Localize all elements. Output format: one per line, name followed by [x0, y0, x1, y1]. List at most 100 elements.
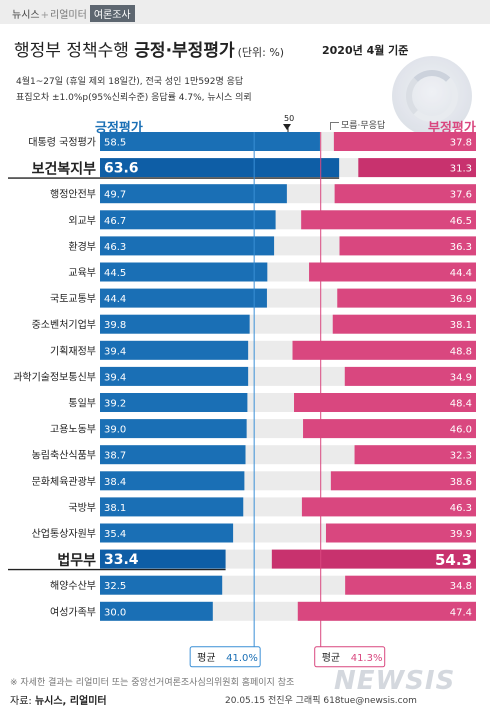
survey-note-line2: 표집오차 ±1.0%p(95%신뢰수준) 응답률 4.7%, 뉴시스 의뢰 [16, 93, 252, 103]
source-label: 자료: [10, 696, 35, 707]
negative-bar-5 [309, 262, 476, 282]
survey-note-line1: 4월1~27일 (휴일 제외 18일간), 전국 성인 1만592명 응답 [16, 77, 244, 87]
title-unit: (단위: %) [237, 46, 285, 59]
positive-bar-0 [100, 132, 320, 151]
category-label-3: 외교부 [68, 215, 96, 227]
positive-bar-6 [100, 288, 267, 308]
source-value: 뉴시스, 리얼미터 [34, 696, 107, 707]
positive-average-value: 41.0% [226, 653, 258, 664]
negative-value-2: 37.6 [450, 190, 472, 201]
positive-value-7: 39.8 [104, 320, 126, 331]
positive-value-6: 44.4 [104, 294, 126, 305]
category-label-8: 기획재정부 [50, 345, 96, 357]
negative-value-3: 46.5 [450, 216, 472, 227]
negative-value-6: 36.9 [450, 294, 472, 305]
category-label-17: 해양수산부 [50, 579, 96, 592]
negative-average-label: 평균 [322, 652, 340, 664]
positive-average-box [189, 646, 261, 668]
brand: 뉴시스+리얼미터 여론조사 [12, 5, 135, 22]
positive-bar-5 [100, 262, 268, 282]
brand-separator: + [40, 10, 49, 21]
positive-value-3: 46.7 [104, 216, 126, 227]
negative-bar-6 [337, 288, 476, 308]
government-emblem-icon [392, 56, 472, 136]
category-label-7: 중소벤처기업부 [32, 318, 96, 331]
category-label-11: 고용노동부 [50, 424, 96, 436]
category-label-15: 산업통상자원부 [32, 527, 96, 540]
category-label-4: 환경부 [68, 240, 96, 253]
negative-bar-11 [303, 419, 476, 439]
category-label-6: 국토교통부 [50, 293, 96, 305]
category-label-12: 농림축산식품부 [32, 450, 96, 462]
title-strong: 긍정·부정평가 [134, 41, 235, 61]
positive-value-13: 38.4 [104, 477, 126, 488]
positive-bar-14 [100, 497, 244, 517]
negative-bar-18 [297, 601, 476, 621]
positive-value-14: 38.1 [104, 503, 126, 514]
negative-average-box [314, 646, 386, 668]
positive-bar-10 [100, 393, 248, 412]
positive-bar-4 [100, 236, 275, 256]
negative-value-5: 44.4 [450, 268, 472, 279]
negative-bar-10 [294, 393, 476, 412]
negative-bar-2 [334, 184, 476, 204]
negative-bar-15 [325, 523, 476, 543]
category-label-18: 여성가족부 [50, 606, 96, 618]
positive-value-17: 32.5 [104, 581, 126, 592]
survey-note: 4월1~27일 (휴일 제외 18일간), 전국 성인 1만592명 응답 표집… [16, 74, 252, 106]
positive-value-15: 35.4 [104, 529, 126, 540]
positive-average-label: 평균 [197, 652, 215, 664]
negative-bar-16 [271, 549, 476, 569]
top-bar: 뉴시스+리얼미터 여론조사 [0, 0, 490, 24]
positive-value-11: 39.0 [104, 425, 126, 436]
negative-value-14: 46.3 [450, 503, 472, 514]
category-label-0: 대통령 국정평가 [28, 137, 96, 149]
negative-bar-12 [354, 445, 476, 465]
positive-bar-12 [100, 445, 246, 465]
brand-main: 뉴시스 [12, 10, 40, 21]
negative-value-15: 39.9 [450, 529, 472, 540]
brand-tag: 여론조사 [89, 5, 135, 22]
category-label-9: 과학기술정보통신부 [13, 371, 96, 383]
fifty-marker-icon [283, 124, 291, 130]
positive-value-8: 39.4 [104, 346, 126, 357]
watermark: NEWSIS [334, 666, 456, 696]
positive-value-12: 38.7 [104, 451, 126, 462]
negative-value-1: 31.3 [450, 164, 472, 175]
chart-title: 행정부 정책수행 긍정·부정평가 (단위: %) [14, 36, 284, 61]
category-label-14: 국방부 [68, 502, 96, 514]
negative-value-16: 54.3 [435, 551, 472, 569]
positive-bar-2 [100, 184, 287, 204]
positive-bar-8 [100, 340, 249, 360]
negative-bar-7 [332, 314, 476, 334]
neutral-bracket [330, 122, 339, 130]
positive-bar-9 [100, 366, 249, 386]
negative-value-7: 38.1 [450, 320, 472, 331]
fifty-marker-label: 50 [284, 114, 295, 123]
positive-bar-1 [100, 158, 340, 178]
positive-bar-3 [100, 210, 276, 230]
legend-neutral: 모름·무응답 [341, 121, 386, 131]
category-label-2: 행정안전부 [50, 189, 96, 201]
positive-value-2: 49.7 [104, 190, 126, 201]
category-label-16: 법무부 [57, 553, 96, 569]
positive-value-10: 39.2 [104, 399, 126, 410]
source: 자료: 뉴시스, 리얼미터 [10, 692, 107, 707]
positive-value-5: 44.5 [104, 268, 126, 279]
negative-bar-14 [301, 497, 476, 517]
negative-value-12: 32.3 [450, 451, 472, 462]
basis-date: 2020년 4월 기준 [322, 44, 409, 57]
footnote: ※ 자세한 결과는 리얼미터 또는 중앙선거여론조사심의위원회 홈페이지 참조 [10, 678, 295, 688]
negative-value-11: 46.0 [450, 425, 472, 436]
negative-bar-9 [344, 366, 476, 386]
positive-bar-15 [100, 523, 234, 543]
positive-value-9: 39.4 [104, 372, 126, 383]
negative-value-9: 34.9 [450, 372, 472, 383]
title-prefix: 행정부 정책수행 [14, 41, 135, 61]
positive-value-16: 33.4 [104, 552, 139, 568]
category-label-10: 통일부 [68, 398, 96, 410]
positive-bar-7 [100, 314, 250, 334]
negative-bar-17 [345, 575, 476, 595]
category-label-1: 보건복지부 [32, 161, 97, 178]
